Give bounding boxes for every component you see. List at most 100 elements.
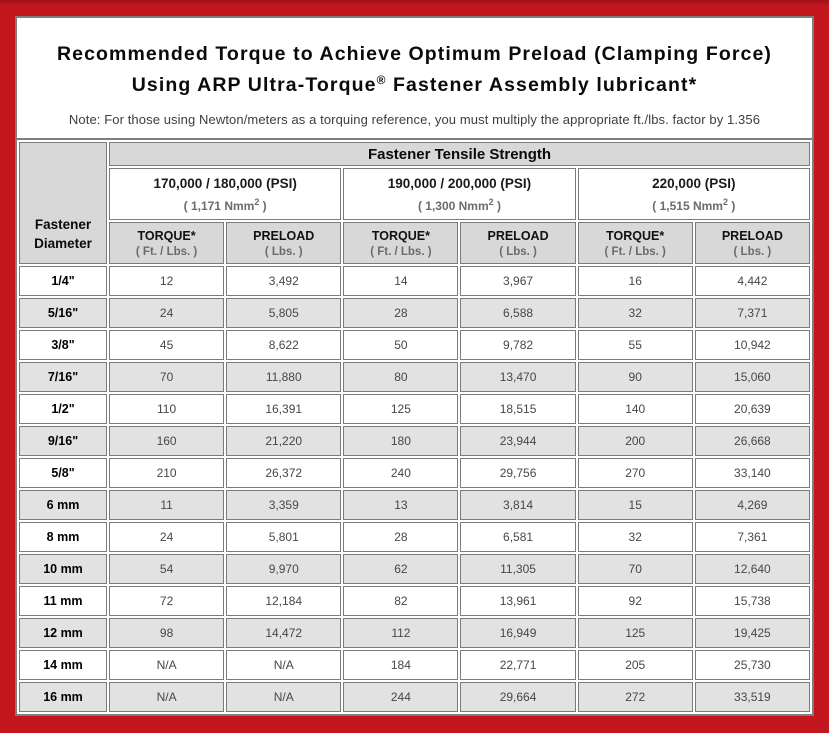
data-cell: 32 — [577, 522, 693, 552]
data-cell: 13 — [343, 490, 459, 520]
data-cell: 54 — [109, 554, 225, 584]
data-cell: 180 — [343, 426, 459, 456]
data-cell: 92 — [577, 586, 693, 616]
psi-label: 170,000 / 180,000 (PSI) — [153, 175, 297, 191]
table-row: 5/16" 24 5,805 28 6,588 32 7,371 — [19, 298, 810, 328]
table-row: 3/8" 45 8,622 50 9,782 55 10,942 — [19, 330, 810, 360]
row-diameter: 8 mm — [19, 522, 107, 552]
data-cell: 13,470 — [460, 362, 576, 392]
corner-label-line2: Diameter — [34, 236, 92, 252]
data-cell: 4,442 — [694, 266, 810, 296]
data-cell: 50 — [343, 330, 459, 360]
data-cell: 9,970 — [226, 554, 342, 584]
data-cell: 205 — [577, 650, 693, 680]
data-cell: 14,472 — [226, 618, 342, 648]
data-cell: N/A — [226, 650, 342, 680]
data-cell: 90 — [577, 362, 693, 392]
preload-unit-label: ( Lbs. ) — [733, 245, 772, 258]
row-diameter: 12 mm — [19, 618, 107, 648]
data-cell: 272 — [577, 682, 693, 712]
data-cell: 26,372 — [226, 458, 342, 488]
preload-column-header: PRELOAD ( Lbs. ) — [226, 222, 342, 264]
data-cell: 5,805 — [226, 298, 342, 328]
torque-column-header: TORQUE* ( Ft. / Lbs. ) — [343, 222, 459, 264]
row-diameter: 10 mm — [19, 554, 107, 584]
data-cell: 15,738 — [694, 586, 810, 616]
table-row: 16 mm N/A N/A 244 29,664 272 33,519 — [19, 682, 810, 712]
torque-label: TORQUE* — [137, 228, 196, 243]
data-cell: 16 — [577, 266, 693, 296]
preload-label: PRELOAD — [253, 228, 315, 243]
conversion-note: Note: For those using Newton/meters as a… — [68, 112, 761, 127]
data-cell: N/A — [109, 650, 225, 680]
data-cell: 70 — [577, 554, 693, 584]
data-cell: 32 — [577, 298, 693, 328]
data-cell: 72 — [109, 586, 225, 616]
data-cell: 26,668 — [694, 426, 810, 456]
preload-unit-label: ( Lbs. ) — [264, 245, 303, 258]
preload-label: PRELOAD — [721, 228, 783, 243]
content-panel: Recommended Torque to Achieve Optimum Pr… — [15, 16, 814, 716]
page-subtitle: Using ARP Ultra-Torque® Fastener Assembl… — [17, 69, 812, 97]
nmm-label: ( 1,515 Nmm2 ) — [652, 196, 736, 213]
row-diameter: 11 mm — [19, 586, 107, 616]
data-cell: 70 — [109, 362, 225, 392]
table-row: 9/16" 160 21,220 180 23,944 200 26,668 — [19, 426, 810, 456]
data-cell: 3,814 — [460, 490, 576, 520]
data-cell: 24 — [109, 522, 225, 552]
torque-label: TORQUE* — [371, 228, 430, 243]
data-cell: 8,622 — [226, 330, 342, 360]
data-cell: N/A — [109, 682, 225, 712]
psi-group-row: 170,000 / 180,000 (PSI) ( 1,171 Nmm2 ) 1… — [19, 168, 810, 220]
data-cell: 9,782 — [460, 330, 576, 360]
data-cell: 5,801 — [226, 522, 342, 552]
nmm-label: ( 1,300 Nmm2 ) — [417, 196, 501, 213]
data-cell: 33,140 — [694, 458, 810, 488]
data-cell: 21,220 — [226, 426, 342, 456]
table-row: 8 mm 24 5,801 28 6,581 32 7,361 — [19, 522, 810, 552]
torque-column-header: TORQUE* ( Ft. / Lbs. ) — [577, 222, 693, 264]
data-cell: 140 — [577, 394, 693, 424]
row-diameter: 1/4" — [19, 266, 107, 296]
data-cell: 18,515 — [460, 394, 576, 424]
data-cell: 19,425 — [694, 618, 810, 648]
nmm-label: ( 1,171 Nmm2 ) — [183, 196, 267, 213]
data-cell: 16,391 — [226, 394, 342, 424]
table-row: 14 mm N/A N/A 184 22,771 205 25,730 — [19, 650, 810, 680]
table-row: 10 mm 54 9,970 62 11,305 70 12,640 — [19, 554, 810, 584]
data-cell: 15,060 — [694, 362, 810, 392]
subtitle-text-end: Fastener Assembly lubricant* — [386, 74, 698, 96]
row-diameter: 3/8" — [19, 330, 107, 360]
table-row: 5/8" 210 26,372 240 29,756 270 33,140 — [19, 458, 810, 488]
torque-unit-label: ( Ft. / Lbs. ) — [604, 245, 666, 258]
table-row: 6 mm 11 3,359 13 3,814 15 4,269 — [19, 490, 810, 520]
data-cell: 112 — [343, 618, 459, 648]
preload-column-header: PRELOAD ( Lbs. ) — [460, 222, 576, 264]
data-cell: 98 — [109, 618, 225, 648]
row-diameter: 5/8" — [19, 458, 107, 488]
preload-unit-label: ( Lbs. ) — [499, 245, 537, 258]
row-diameter: 14 mm — [19, 650, 107, 680]
row-diameter: 9/16" — [19, 426, 107, 456]
data-cell: 13,961 — [460, 586, 576, 616]
data-cell: 25,730 — [694, 650, 810, 680]
data-cell: 12,640 — [694, 554, 810, 584]
tensile-strength-header: Fastener Tensile Strength — [109, 142, 810, 166]
data-cell: 80 — [343, 362, 459, 392]
fastener-diameter-header: Fastener Diameter — [19, 142, 107, 264]
psi-label: 220,000 (PSI) — [652, 175, 736, 191]
data-cell: 11,880 — [226, 362, 342, 392]
table-row: 11 mm 72 12,184 82 13,961 92 15,738 — [19, 586, 810, 616]
data-cell: 16,949 — [460, 618, 576, 648]
data-cell: 240 — [343, 458, 459, 488]
data-cell: 270 — [577, 458, 693, 488]
data-cell: 82 — [343, 586, 459, 616]
data-cell: 160 — [109, 426, 225, 456]
table-row: 1/4" 12 3,492 14 3,967 16 4,442 — [19, 266, 810, 296]
data-cell: 210 — [109, 458, 225, 488]
data-cell: 7,361 — [694, 522, 810, 552]
data-cell: 20,639 — [694, 394, 810, 424]
data-cell: 7,371 — [694, 298, 810, 328]
data-cell: 6,581 — [460, 522, 576, 552]
